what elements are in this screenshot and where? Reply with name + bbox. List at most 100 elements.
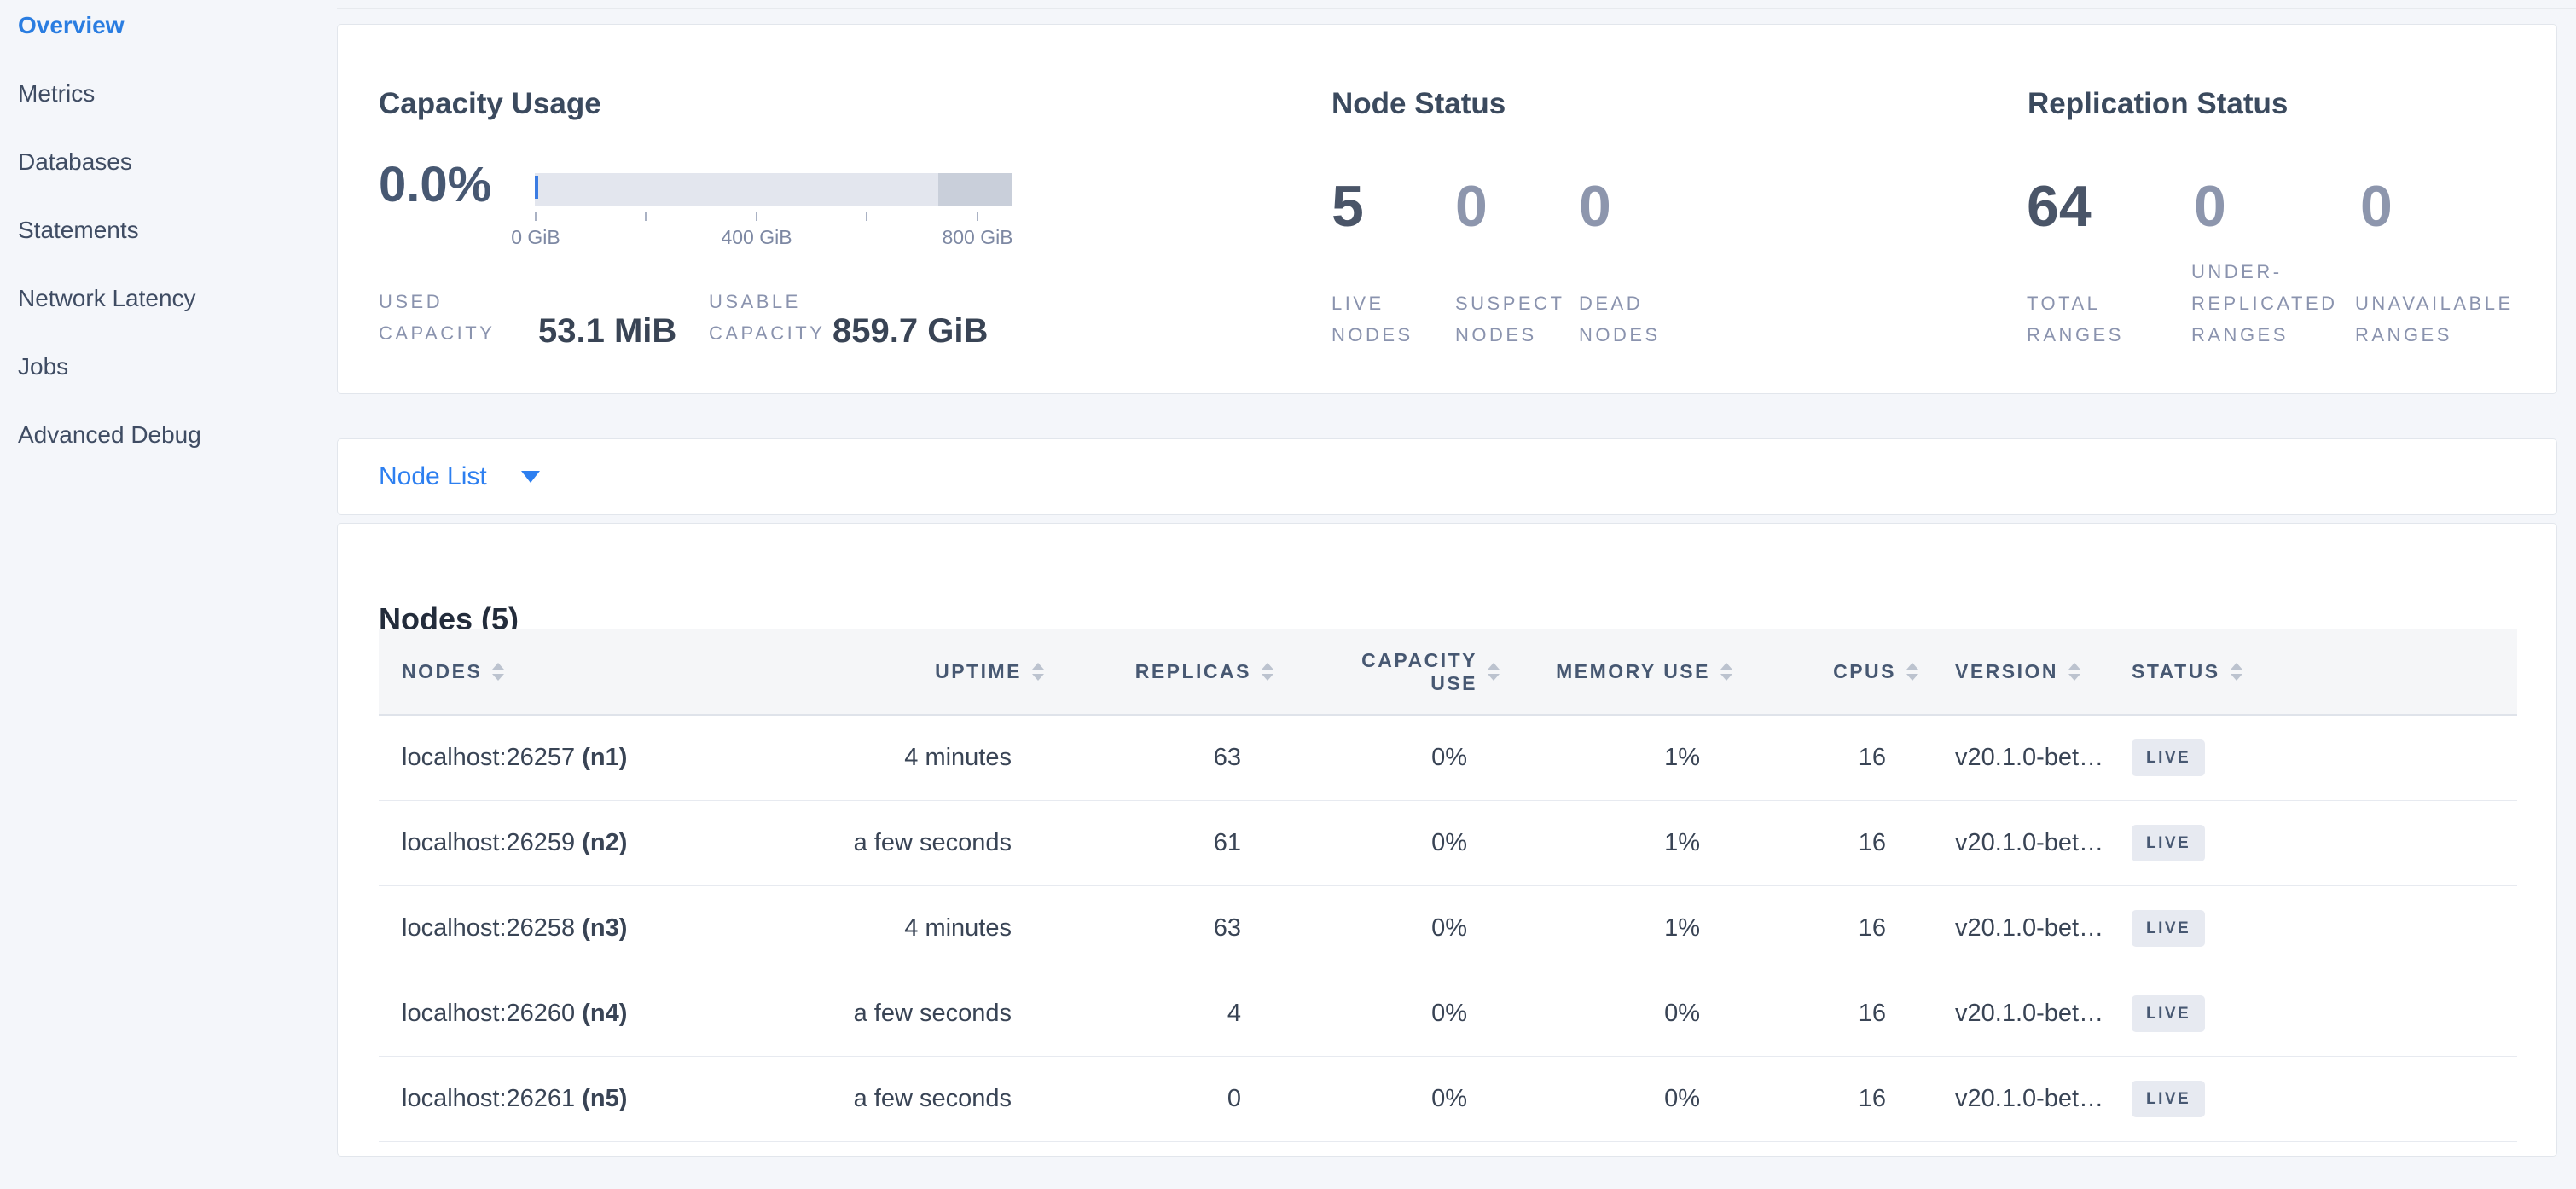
sort-icon[interactable] xyxy=(492,663,505,681)
node-address[interactable]: localhost:26259 xyxy=(402,828,576,856)
axis-tick xyxy=(535,212,537,221)
table-row[interactable]: localhost:26259 (n2) a few seconds 61 0%… xyxy=(379,800,2517,886)
total-ranges-stat: 64 TOTAL RANGES xyxy=(2027,25,2172,395)
under-replicated-ranges-stat: 0 UNDER-REPLICATED RANGES xyxy=(2191,25,2341,395)
version-cell: v20.1.0-bet… xyxy=(1925,885,2121,972)
node-list-selector-card: Node List xyxy=(337,438,2557,515)
replicas-cell: 4 xyxy=(1051,971,1280,1057)
replicas-cell: 0 xyxy=(1051,1056,1280,1142)
sort-icon[interactable] xyxy=(2068,663,2081,681)
node-address[interactable]: localhost:26260 xyxy=(402,999,576,1027)
uptime-cell: 4 minutes xyxy=(833,715,1051,801)
live-nodes-label: LIVE NODES xyxy=(1332,293,1413,345)
sidebar-item-network-latency[interactable]: Network Latency xyxy=(18,285,196,311)
node-id: (n5) xyxy=(582,1084,628,1112)
memory-use-cell: 1% xyxy=(1506,715,1739,801)
sidebar-item-jobs[interactable]: Jobs xyxy=(18,353,69,380)
replicas-cell: 61 xyxy=(1051,800,1280,886)
node-address[interactable]: localhost:26261 xyxy=(402,1084,576,1112)
column-header-capacity-use[interactable]: CAPACITY USE xyxy=(1280,629,1506,714)
column-header-cpus[interactable]: CPUS xyxy=(1739,629,1925,714)
capacity-use-cell: 0% xyxy=(1280,800,1506,886)
column-header-memory-use[interactable]: MEMORY USE xyxy=(1506,629,1739,714)
replicas-cell: 63 xyxy=(1051,885,1280,972)
column-header-status[interactable]: STATUS xyxy=(2121,629,2517,714)
total-ranges-value: 64 xyxy=(2027,174,2092,239)
sort-icon[interactable] xyxy=(2230,663,2242,681)
cpus-cell: 16 xyxy=(1739,971,1925,1057)
node-list-dropdown[interactable]: Node List xyxy=(338,439,2556,514)
capacity-use-cell: 0% xyxy=(1280,971,1506,1057)
capacity-used-percent: 0.0% xyxy=(379,157,492,212)
unavailable-ranges-stat: 0 UNAVAILABLE RANGES xyxy=(2355,25,2526,395)
version-cell: v20.1.0-bet… xyxy=(1925,715,2121,801)
unavailable-ranges-value: 0 xyxy=(2360,174,2393,239)
table-row[interactable]: localhost:26261 (n5) a few seconds 0 0% … xyxy=(379,1056,2517,1142)
sidebar-item-advanced-debug[interactable]: Advanced Debug xyxy=(18,421,201,448)
uptime-cell: a few seconds xyxy=(833,1056,1051,1142)
usable-capacity-label: USABLE CAPACITY xyxy=(709,291,826,344)
version-cell: v20.1.0-bet… xyxy=(1925,1056,2121,1142)
usable-capacity-value: 859.7 GiB xyxy=(833,312,989,350)
top-divider xyxy=(337,8,2576,9)
status-badge: LIVE xyxy=(2132,824,2206,861)
table-row[interactable]: localhost:26260 (n4) a few seconds 4 0% … xyxy=(379,971,2517,1057)
under-replicated-ranges-value: 0 xyxy=(2194,174,2226,239)
node-address[interactable]: localhost:26257 xyxy=(402,743,576,771)
node-id: (n1) xyxy=(582,743,628,771)
cluster-summary-card: Capacity Usage 0.0% 0 GiB 400 GiB 800 Gi… xyxy=(337,24,2557,394)
axis-label-0gib: 0 GiB xyxy=(511,226,560,248)
node-address[interactable]: localhost:26258 xyxy=(402,914,576,942)
axis-tick xyxy=(866,212,867,221)
sort-icon[interactable] xyxy=(1720,663,1732,681)
column-header-uptime[interactable]: UPTIME xyxy=(833,629,1051,714)
node-list-dropdown-label[interactable]: Node List xyxy=(379,462,487,490)
axis-tick xyxy=(977,212,978,221)
node-id: (n3) xyxy=(582,914,628,942)
axis-label-400gib: 400 GiB xyxy=(721,226,792,248)
sort-icon[interactable] xyxy=(1262,663,1273,681)
sort-icon[interactable] xyxy=(1906,663,1918,681)
capacity-use-cell: 0% xyxy=(1280,715,1506,801)
axis-label-800gib: 800 GiB xyxy=(942,226,1013,248)
capacity-bar-used-marker xyxy=(535,176,538,199)
capacity-usage-title: Capacity Usage xyxy=(379,87,601,121)
cpus-cell: 16 xyxy=(1739,1056,1925,1142)
capacity-use-cell: 0% xyxy=(1280,885,1506,972)
dead-nodes-stat: 0 DEAD NODES xyxy=(1579,25,1698,395)
version-cell: v20.1.0-bet… xyxy=(1925,971,2121,1057)
sidebar-item-databases[interactable]: Databases xyxy=(18,148,132,175)
table-row[interactable]: localhost:26257 (n1) 4 minutes 63 0% 1% … xyxy=(379,715,2517,801)
chevron-down-icon xyxy=(520,471,540,483)
sort-icon[interactable] xyxy=(1032,663,1044,681)
sort-icon[interactable] xyxy=(1488,663,1500,681)
sidebar-item-statements[interactable]: Statements xyxy=(18,217,139,243)
cpus-cell: 16 xyxy=(1739,715,1925,801)
axis-tick xyxy=(645,212,647,221)
total-ranges-label: TOTAL RANGES xyxy=(2027,293,2124,345)
cpus-cell: 16 xyxy=(1739,800,1925,886)
uptime-cell: a few seconds xyxy=(833,971,1051,1057)
table-row[interactable]: localhost:26258 (n3) 4 minutes 63 0% 1% … xyxy=(379,885,2517,972)
suspect-nodes-value: 0 xyxy=(1455,174,1488,239)
dead-nodes-label: DEAD NODES xyxy=(1579,293,1661,345)
live-nodes-value: 5 xyxy=(1332,174,1364,239)
column-header-replicas[interactable]: REPLICAS xyxy=(1051,629,1280,714)
dead-nodes-value: 0 xyxy=(1579,174,1611,239)
cpus-cell: 16 xyxy=(1739,885,1925,972)
column-header-version[interactable]: VERSION xyxy=(1925,629,2121,714)
sidebar: Overview Metrics Databases Statements Ne… xyxy=(0,0,337,469)
suspect-nodes-stat: 0 SUSPECT NODES xyxy=(1455,25,1575,395)
capacity-bar-chart: 0 GiB 400 GiB 800 GiB xyxy=(511,173,1013,276)
node-status-title: Node Status xyxy=(1332,87,1506,121)
sidebar-item-overview[interactable]: Overview xyxy=(18,12,125,38)
sidebar-item-metrics[interactable]: Metrics xyxy=(18,80,96,107)
status-badge: LIVE xyxy=(2132,909,2206,947)
memory-use-cell: 1% xyxy=(1506,800,1739,886)
memory-use-cell: 1% xyxy=(1506,885,1739,972)
status-badge: LIVE xyxy=(2132,1080,2206,1117)
replication-status-title: Replication Status xyxy=(2028,87,2289,121)
column-header-nodes[interactable]: NODES xyxy=(379,629,833,714)
uptime-cell: a few seconds xyxy=(833,800,1051,886)
used-capacity-label: USED CAPACITY xyxy=(379,291,496,344)
